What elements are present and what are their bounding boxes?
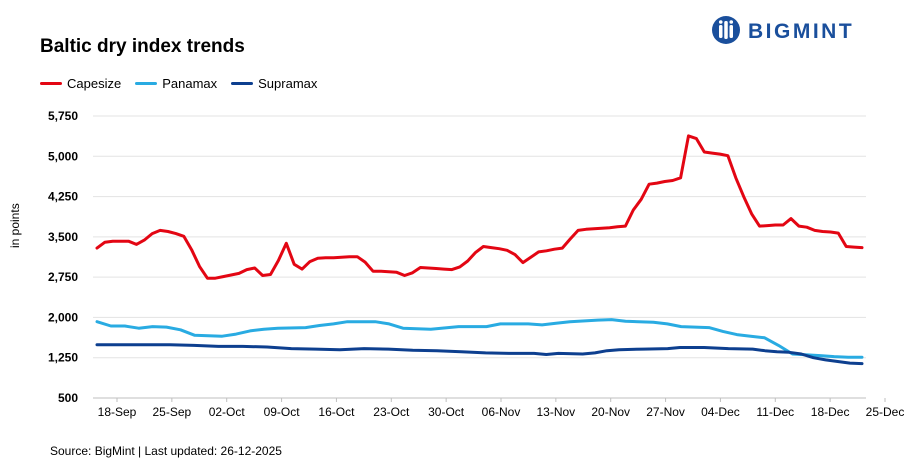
- y-tick-label: 5,000: [48, 149, 78, 163]
- x-tick-label: 18-Sep: [98, 405, 137, 419]
- legend-item-supramax: Supramax: [231, 76, 317, 91]
- x-tick-label: 25-Sep: [153, 405, 192, 419]
- legend-label: Capesize: [67, 76, 122, 91]
- series-line-supramax: [95, 343, 864, 366]
- x-tick-label: 30-Oct: [428, 405, 465, 419]
- legend-swatch: [40, 82, 62, 85]
- x-tick-label: 18-Dec: [811, 405, 850, 419]
- bigmint-logo: BIGMINT: [712, 16, 854, 44]
- y-tick-label: 500: [58, 391, 78, 405]
- legend-swatch: [231, 82, 254, 85]
- y-tick-label: 5,750: [48, 109, 78, 123]
- legend-label: Panamax: [162, 76, 218, 91]
- x-tick-label: 02-Oct: [209, 405, 246, 419]
- y-tick-label: 3,500: [48, 230, 78, 244]
- chart-title: Baltic dry index trends: [40, 36, 245, 57]
- series-line-panamax: [95, 318, 864, 359]
- x-tick-label: 09-Oct: [264, 405, 301, 419]
- bigmint-emblem-icon: [712, 16, 740, 44]
- x-tick-label: 04-Dec: [701, 405, 740, 419]
- x-tick-label: 06-Nov: [482, 405, 521, 419]
- source-note: Source: BigMint | Last updated: 26-12-20…: [50, 444, 282, 458]
- x-tick-label: 23-Oct: [373, 405, 410, 419]
- chart-legend: Capesize Panamax Supramax: [40, 76, 317, 91]
- series-line-capesize: [95, 134, 864, 280]
- x-tick-label: 11-Dec: [756, 405, 794, 419]
- brand-name: BIGMINT: [748, 20, 854, 43]
- legend-swatch: [135, 82, 158, 85]
- x-tick-label: 27-Nov: [646, 405, 685, 419]
- y-tick-label: 4,250: [48, 190, 78, 204]
- legend-label: Supramax: [258, 76, 318, 91]
- y-tick-label: 1,250: [48, 351, 78, 365]
- x-tick-label: 25-Dec: [866, 405, 905, 419]
- x-tick-label: 16-Oct: [318, 405, 355, 419]
- y-tick-label: 2,750: [48, 270, 78, 284]
- x-tick-label: 20-Nov: [591, 405, 630, 419]
- legend-item-capesize: Capesize: [40, 76, 121, 91]
- x-tick-label: 13-Nov: [537, 405, 576, 419]
- legend-item-panamax: Panamax: [135, 76, 217, 91]
- y-tick-label: 2,000: [48, 310, 78, 324]
